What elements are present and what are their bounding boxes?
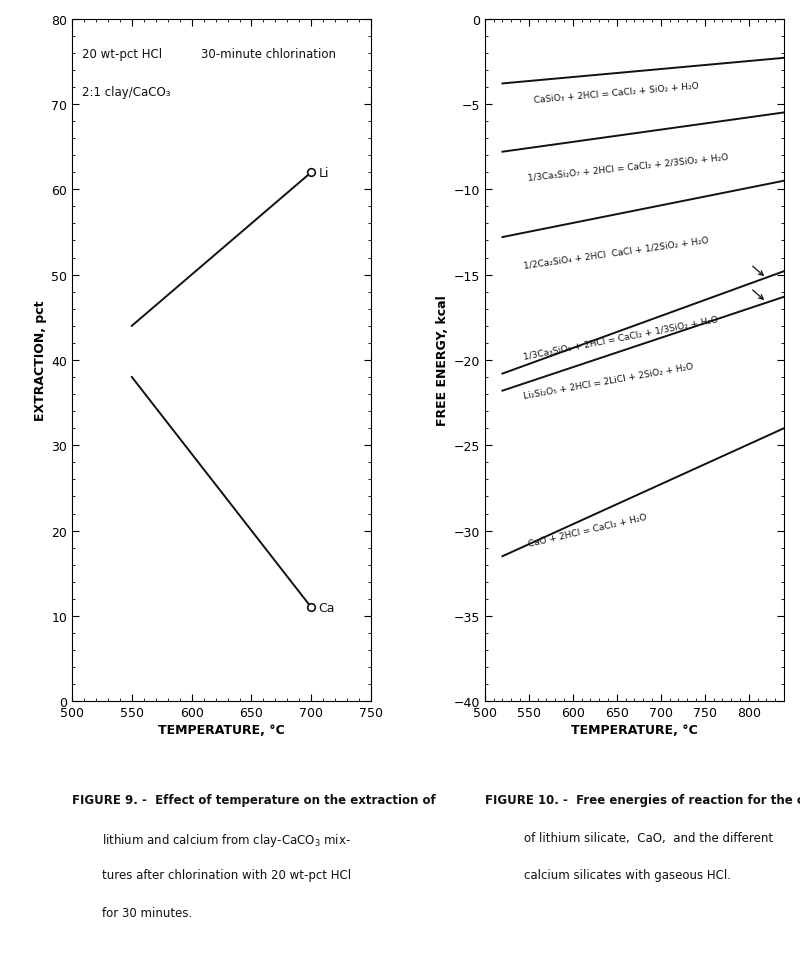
Text: CaSiO₃ + 2HCl = CaCl₂ + SiO₂ + H₂O: CaSiO₃ + 2HCl = CaCl₂ + SiO₂ + H₂O — [534, 82, 699, 106]
Text: 2:1 clay/CaCO₃: 2:1 clay/CaCO₃ — [82, 86, 170, 100]
Text: 1/3Ca₃SiO₅ + 2HCl = CaCl₂ + 1/3SiO₂ + H₂O: 1/3Ca₃SiO₅ + 2HCl = CaCl₂ + 1/3SiO₂ + H₂… — [522, 315, 719, 361]
Text: 30-minute chlorination: 30-minute chlorination — [202, 48, 336, 61]
Text: lithium and calcium from clay-CaCO$_3$ mix-: lithium and calcium from clay-CaCO$_3$ m… — [102, 830, 350, 848]
Text: FIGURE 9. -  Effect of temperature on the extraction of: FIGURE 9. - Effect of temperature on the… — [72, 793, 436, 806]
Text: 1/2Ca₂SiO₄ + 2HCl  CaCl + 1/2SiO₂ + H₂O: 1/2Ca₂SiO₄ + 2HCl CaCl + 1/2SiO₂ + H₂O — [522, 235, 709, 271]
Text: Li: Li — [318, 166, 329, 180]
Y-axis label: EXTRACTION, pct: EXTRACTION, pct — [34, 300, 47, 421]
Text: of lithium silicate,  CaO,  and the different: of lithium silicate, CaO, and the differ… — [524, 830, 773, 844]
Text: Li₂Si₂O₅ + 2HCl = 2LiCl + 2SiO₂ + H₂O: Li₂Si₂O₅ + 2HCl = 2LiCl + 2SiO₂ + H₂O — [522, 361, 694, 401]
X-axis label: TEMPERATURE, °C: TEMPERATURE, °C — [571, 724, 698, 737]
Text: Ca: Ca — [318, 601, 335, 615]
Text: CaO + 2HCl = CaCl₂ + H₂O: CaO + 2HCl = CaCl₂ + H₂O — [527, 512, 647, 548]
X-axis label: TEMPERATURE, °C: TEMPERATURE, °C — [158, 724, 285, 737]
Text: 1/3Ca₃Si₂O₇ + 2HCl = CaCl₂ + 2/3SiO₂ + H₂O: 1/3Ca₃Si₂O₇ + 2HCl = CaCl₂ + 2/3SiO₂ + H… — [527, 152, 729, 182]
Text: FIGURE 10. -  Free energies of reaction for the chlorination: FIGURE 10. - Free energies of reaction f… — [485, 793, 800, 806]
Text: calcium silicates with gaseous HCl.: calcium silicates with gaseous HCl. — [524, 869, 730, 881]
Y-axis label: FREE ENERGY, kcal: FREE ENERGY, kcal — [437, 295, 450, 426]
Text: tures after chlorination with 20 wt-pct HCl: tures after chlorination with 20 wt-pct … — [102, 869, 351, 881]
Text: for 30 minutes.: for 30 minutes. — [102, 907, 192, 919]
Text: 20 wt-pct HCl: 20 wt-pct HCl — [82, 48, 162, 61]
